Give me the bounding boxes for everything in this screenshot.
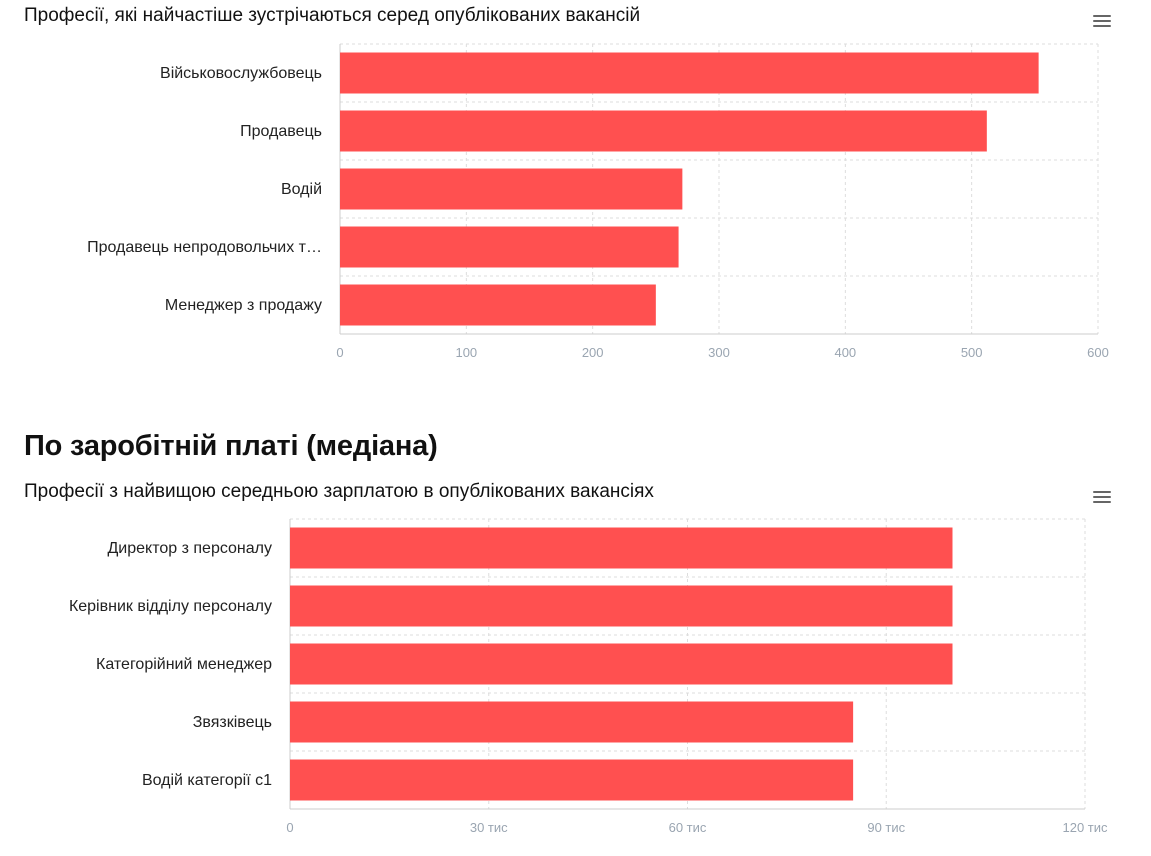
hamburger-menu-icon[interactable] [1091, 487, 1113, 505]
bar [290, 701, 854, 743]
section-heading-salary: По заробітній платі (медіана) [24, 430, 438, 462]
bar [290, 585, 953, 627]
tick-label: 60 тис [669, 820, 707, 835]
category-label: Категорійний менеджер [96, 656, 272, 673]
category-label: Керівник відділу персоналу [69, 598, 272, 615]
tick-label: 100 [455, 345, 477, 360]
bar [340, 52, 1039, 94]
category-label: Водій категорії с1 [142, 772, 272, 789]
tick-label: 600 [1087, 345, 1109, 360]
chart-title-salary: Професії з найвищою середньою зарплатою … [24, 481, 654, 502]
tick-label: 300 [708, 345, 730, 360]
bar [340, 168, 683, 210]
category-label: Військовослужбовець [160, 65, 322, 82]
bar [290, 759, 854, 801]
bar [340, 226, 679, 268]
category-label: Звязківець [193, 714, 272, 731]
category-label: Менеджер з продажу [165, 297, 322, 314]
tick-label: 120 тис [1062, 820, 1108, 835]
occupations-bar-chart: Військовослужбовець Продавець Водій Продаве… [87, 43, 1109, 360]
category-label: Водій [281, 181, 322, 198]
tick-label: 0 [336, 345, 343, 360]
tick-label: 200 [582, 345, 604, 360]
tick-label: 30 тис [470, 820, 508, 835]
hamburger-menu-icon[interactable] [1091, 11, 1113, 29]
category-label: Продавець непродовольчих т… [87, 239, 322, 256]
tick-label: 90 тис [867, 820, 905, 835]
bar [340, 284, 656, 326]
category-label: Продавець [240, 123, 322, 140]
tick-label: 400 [834, 345, 856, 360]
tick-label: 0 [286, 820, 293, 835]
bar [340, 110, 987, 152]
bar [290, 643, 953, 685]
category-label: Директор з персоналу [107, 540, 272, 557]
chart-title-occupations: Професії, які найчастіше зустрічаються с… [24, 5, 641, 26]
bar [290, 527, 953, 569]
tick-label: 500 [961, 345, 983, 360]
